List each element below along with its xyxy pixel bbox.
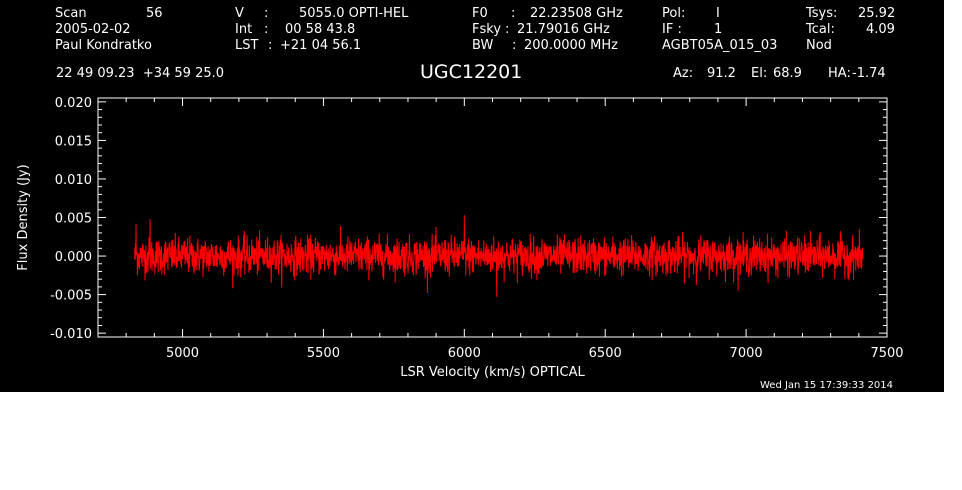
lst-value: +21 04 56.1 xyxy=(280,38,362,53)
spectrum-chart: 5000 5500 6000 6500 7000 7500 -0.010 -0.005 0.00… xyxy=(16,96,904,380)
scan-label: Scan xyxy=(55,6,87,21)
source-coords: 22 49 09.23 +34 59 25.0 xyxy=(56,66,225,81)
scan-value: 56 xyxy=(146,6,163,21)
tcal-label: Tcal: xyxy=(806,22,835,37)
x-tick-label: 5500 xyxy=(307,346,340,361)
az-label: Az: xyxy=(673,66,694,81)
y-tick-label: 0.000 xyxy=(55,250,92,265)
f0-label: F0 xyxy=(472,6,488,21)
el-value: 68.9 xyxy=(773,66,802,81)
x-axis-label: LSR Velocity (km/s) OPTICAL xyxy=(400,365,585,380)
project-id: AGBT05A_015_03 xyxy=(662,38,778,53)
if-label: IF : xyxy=(662,22,682,37)
y-tick-label: -0.010 xyxy=(50,327,92,342)
y-tick-label: 0.015 xyxy=(55,134,92,149)
fsky-label: Fsky xyxy=(472,22,502,37)
x-tick-label: 6000 xyxy=(448,346,481,361)
ha-value: -1.74 xyxy=(852,66,886,81)
pol-label: Pol: xyxy=(662,6,686,21)
source-name: UGC12201 xyxy=(420,61,523,83)
fsky-value: 21.79016 GHz xyxy=(517,22,610,37)
velocity-value: 5055.0 OPTI-HEL xyxy=(299,6,409,21)
el-label: El: xyxy=(751,66,768,81)
obs-mode: Nod xyxy=(806,38,832,53)
x-tick-label: 7500 xyxy=(870,346,903,361)
velocity-label: V xyxy=(235,6,244,21)
y-axis-label: Flux Density (Jy) xyxy=(16,164,31,270)
tsys-value: 25.92 xyxy=(858,6,896,21)
obs-date: 2005-02-02 xyxy=(55,22,131,37)
plot-panel: Scan 56 2005-02-02 Paul Kondratko V : 50… xyxy=(0,0,944,392)
observer-name: Paul Kondratko xyxy=(55,38,152,53)
timestamp: Wed Jan 15 17:39:33 2014 xyxy=(760,380,894,391)
az-value: 91.2 xyxy=(707,66,736,81)
spectrum-trace xyxy=(134,215,864,297)
y-tick-label: -0.005 xyxy=(50,289,92,304)
tcal-value: 4.09 xyxy=(866,22,895,37)
ha-label: HA: xyxy=(828,66,851,81)
lst-label: LST xyxy=(235,38,259,53)
f0-value: 22.23508 GHz xyxy=(530,6,623,21)
bw-label: BW xyxy=(472,38,494,53)
y-tick-label: 0.010 xyxy=(55,173,92,188)
pol-value: I xyxy=(716,6,720,21)
int-label: Int xyxy=(235,22,253,37)
int-value: 00 58 43.8 xyxy=(285,22,356,37)
x-tick-label: 6500 xyxy=(589,346,622,361)
y-tick-label: 0.005 xyxy=(55,212,92,227)
if-value: 1 xyxy=(714,22,723,37)
bw-value: 200.0000 MHz xyxy=(524,38,618,53)
plot-frame xyxy=(97,97,888,338)
x-tick-label: 5000 xyxy=(166,346,199,361)
tsys-label: Tsys: xyxy=(806,6,838,21)
x-tick-label: 7000 xyxy=(730,346,763,361)
y-tick-label: 0.020 xyxy=(55,96,92,111)
